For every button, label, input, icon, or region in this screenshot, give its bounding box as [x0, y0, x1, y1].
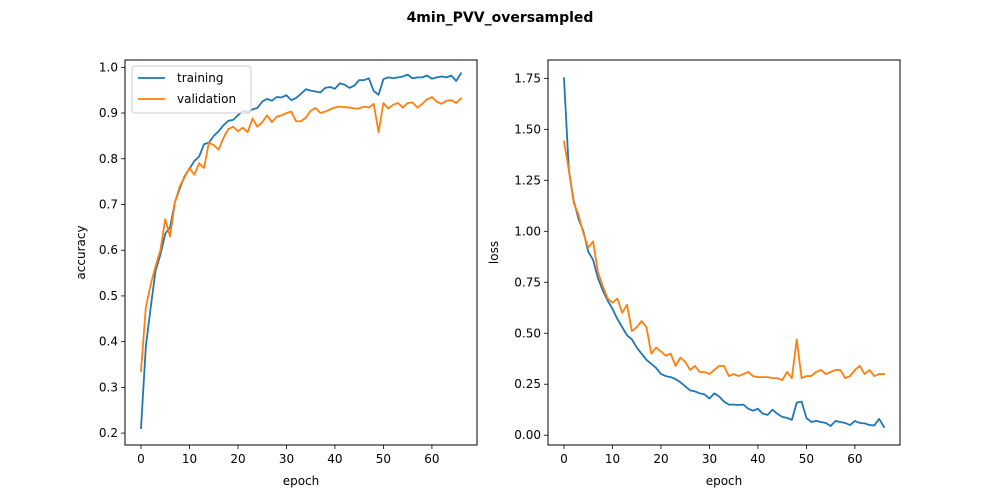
- loss-x-tick-label: 30: [702, 452, 717, 466]
- loss-series-training: [563, 77, 886, 429]
- accuracy-y-tick-label: 0.2: [99, 426, 118, 440]
- loss-y-tick-label: 0.00: [514, 428, 541, 442]
- loss-y-tick-label: 1.50: [514, 122, 541, 136]
- loss-x-tick-label: 60: [847, 452, 862, 466]
- loss-y-tick-label: 0.25: [514, 377, 541, 391]
- loss-x-tick-label: 20: [653, 452, 668, 466]
- accuracy-y-tick-label: 0.7: [99, 197, 118, 211]
- accuracy-x-axis-label: epoch: [283, 474, 320, 488]
- accuracy-y-tick-label: 0.9: [99, 106, 118, 120]
- accuracy-x-tick-label: 10: [182, 452, 197, 466]
- accuracy-series-lines: [140, 72, 463, 430]
- loss-x-ticks: 0 10 20 30 40 50 60: [560, 445, 863, 466]
- legend: training validation: [131, 65, 252, 114]
- accuracy-x-tick-label: 40: [327, 452, 342, 466]
- accuracy-x-tick-label: 50: [376, 452, 391, 466]
- loss-y-tick-label: 1.75: [514, 71, 541, 85]
- loss-x-tick-label: 10: [605, 452, 620, 466]
- accuracy-series-validation: [140, 96, 463, 372]
- loss-x-axis-label: epoch: [706, 474, 743, 488]
- loss-x-tick-label: 0: [560, 452, 568, 466]
- loss-plot-frame: [547, 59, 901, 446]
- loss-y-tick-label: 0.75: [514, 275, 541, 289]
- accuracy-y-tick-label: 0.8: [99, 152, 118, 166]
- loss-y-tick-label: 1.25: [514, 173, 541, 187]
- accuracy-x-tick-label: 30: [279, 452, 294, 466]
- loss-y-axis-label: loss: [487, 241, 501, 264]
- accuracy-y-tick-label: 1.0: [99, 60, 118, 74]
- loss-series-validation: [562, 140, 885, 382]
- loss-series-lines: [562, 77, 886, 429]
- loss-y-tick-label: 0.50: [514, 326, 541, 340]
- accuracy-series-training: [140, 72, 463, 430]
- accuracy-plot-area: [125, 60, 477, 445]
- loss-y-tick-label: 1.00: [514, 224, 541, 238]
- loss-y-ticks: 0.00 0.25 0.50 0.75 1.00 1.25 1.50 1.75: [514, 71, 548, 442]
- accuracy-x-ticks: 0 10 20 30 40 50 60: [137, 445, 440, 466]
- loss-plot: 0 10 20 30 40 50 60 0.00 0.25 0.50 0.75 1.00 1.25 1.…: [487, 59, 901, 488]
- accuracy-x-tick-label: 0: [137, 452, 145, 466]
- accuracy-x-tick-label: 60: [424, 452, 439, 466]
- loss-x-tick-label: 50: [799, 452, 814, 466]
- accuracy-y-tick-label: 0.3: [99, 380, 118, 394]
- accuracy-x-tick-label: 20: [230, 452, 245, 466]
- loss-plot-area: [548, 60, 900, 445]
- loss-x-tick-label: 40: [750, 452, 765, 466]
- legend-training-label: training: [177, 71, 224, 85]
- accuracy-y-tick-label: 0.4: [99, 335, 118, 349]
- accuracy-y-tick-label: 0.6: [99, 243, 118, 257]
- accuracy-plot: 0 10 20 30 40 50 60 0.2 0.3 0.4 0.5 0.6 0.7 0.8 0.9 1.…: [74, 59, 478, 488]
- accuracy-plot-frame: [124, 59, 478, 446]
- legend-validation-label: validation: [177, 92, 236, 106]
- accuracy-y-ticks: 0.2 0.3 0.4 0.5 0.6 0.7 0.8 0.9 1.0: [99, 60, 125, 440]
- figure-title: 4min_PVV_oversampled: [407, 10, 594, 26]
- accuracy-y-tick-label: 0.5: [99, 289, 118, 303]
- accuracy-y-axis-label: accuracy: [74, 225, 88, 279]
